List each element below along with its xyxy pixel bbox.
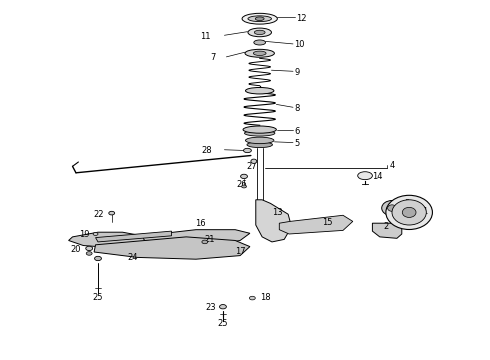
Text: 11: 11 (200, 32, 211, 41)
Polygon shape (115, 240, 194, 254)
Text: 9: 9 (294, 68, 299, 77)
Ellipse shape (109, 211, 115, 215)
Text: 22: 22 (94, 210, 104, 219)
Ellipse shape (248, 16, 271, 22)
Polygon shape (96, 231, 172, 242)
Text: 7: 7 (210, 53, 216, 62)
Text: 21: 21 (205, 235, 215, 244)
Ellipse shape (86, 246, 93, 251)
Text: 28: 28 (201, 146, 212, 155)
Text: 25: 25 (93, 292, 103, 301)
Ellipse shape (392, 200, 426, 225)
Text: 24: 24 (127, 253, 138, 262)
Text: 8: 8 (294, 104, 299, 113)
Ellipse shape (202, 240, 208, 244)
Text: 18: 18 (260, 293, 270, 302)
Text: 26: 26 (236, 180, 247, 189)
Ellipse shape (255, 17, 264, 21)
Text: 14: 14 (372, 172, 383, 181)
Ellipse shape (254, 30, 265, 35)
Ellipse shape (245, 137, 274, 144)
Text: 27: 27 (246, 162, 257, 171)
Ellipse shape (93, 233, 98, 235)
Polygon shape (94, 237, 250, 259)
Ellipse shape (382, 201, 402, 216)
Ellipse shape (220, 305, 226, 309)
Ellipse shape (86, 252, 92, 255)
Text: 20: 20 (71, 245, 81, 253)
Text: 12: 12 (296, 14, 306, 23)
Ellipse shape (247, 142, 272, 148)
Text: 5: 5 (294, 139, 299, 148)
Ellipse shape (388, 205, 396, 211)
Text: 3: 3 (404, 199, 410, 208)
Ellipse shape (402, 207, 416, 217)
Text: 25: 25 (218, 320, 228, 329)
Text: 2: 2 (383, 222, 389, 231)
Text: 23: 23 (205, 303, 216, 312)
Ellipse shape (245, 49, 274, 57)
Ellipse shape (245, 87, 274, 94)
Text: 15: 15 (322, 218, 333, 227)
Ellipse shape (358, 172, 372, 180)
Ellipse shape (242, 185, 246, 188)
Ellipse shape (254, 40, 266, 45)
Ellipse shape (249, 296, 255, 300)
Text: 19: 19 (79, 230, 89, 239)
Ellipse shape (253, 51, 266, 55)
Text: 17: 17 (235, 247, 246, 256)
Ellipse shape (386, 195, 432, 230)
Polygon shape (279, 215, 353, 234)
Ellipse shape (243, 126, 276, 133)
Ellipse shape (95, 256, 101, 261)
Text: 1: 1 (422, 207, 428, 216)
Text: 4: 4 (390, 161, 395, 170)
Text: 10: 10 (294, 40, 304, 49)
Polygon shape (142, 230, 250, 245)
Text: 16: 16 (195, 220, 206, 229)
Text: 6: 6 (294, 127, 299, 136)
Ellipse shape (244, 148, 251, 153)
Polygon shape (372, 223, 402, 238)
Text: 13: 13 (272, 208, 283, 217)
Ellipse shape (245, 130, 275, 136)
Ellipse shape (248, 28, 271, 37)
Polygon shape (69, 232, 152, 248)
Ellipse shape (251, 159, 257, 163)
Ellipse shape (242, 13, 277, 24)
Polygon shape (256, 200, 292, 242)
Ellipse shape (241, 174, 247, 179)
